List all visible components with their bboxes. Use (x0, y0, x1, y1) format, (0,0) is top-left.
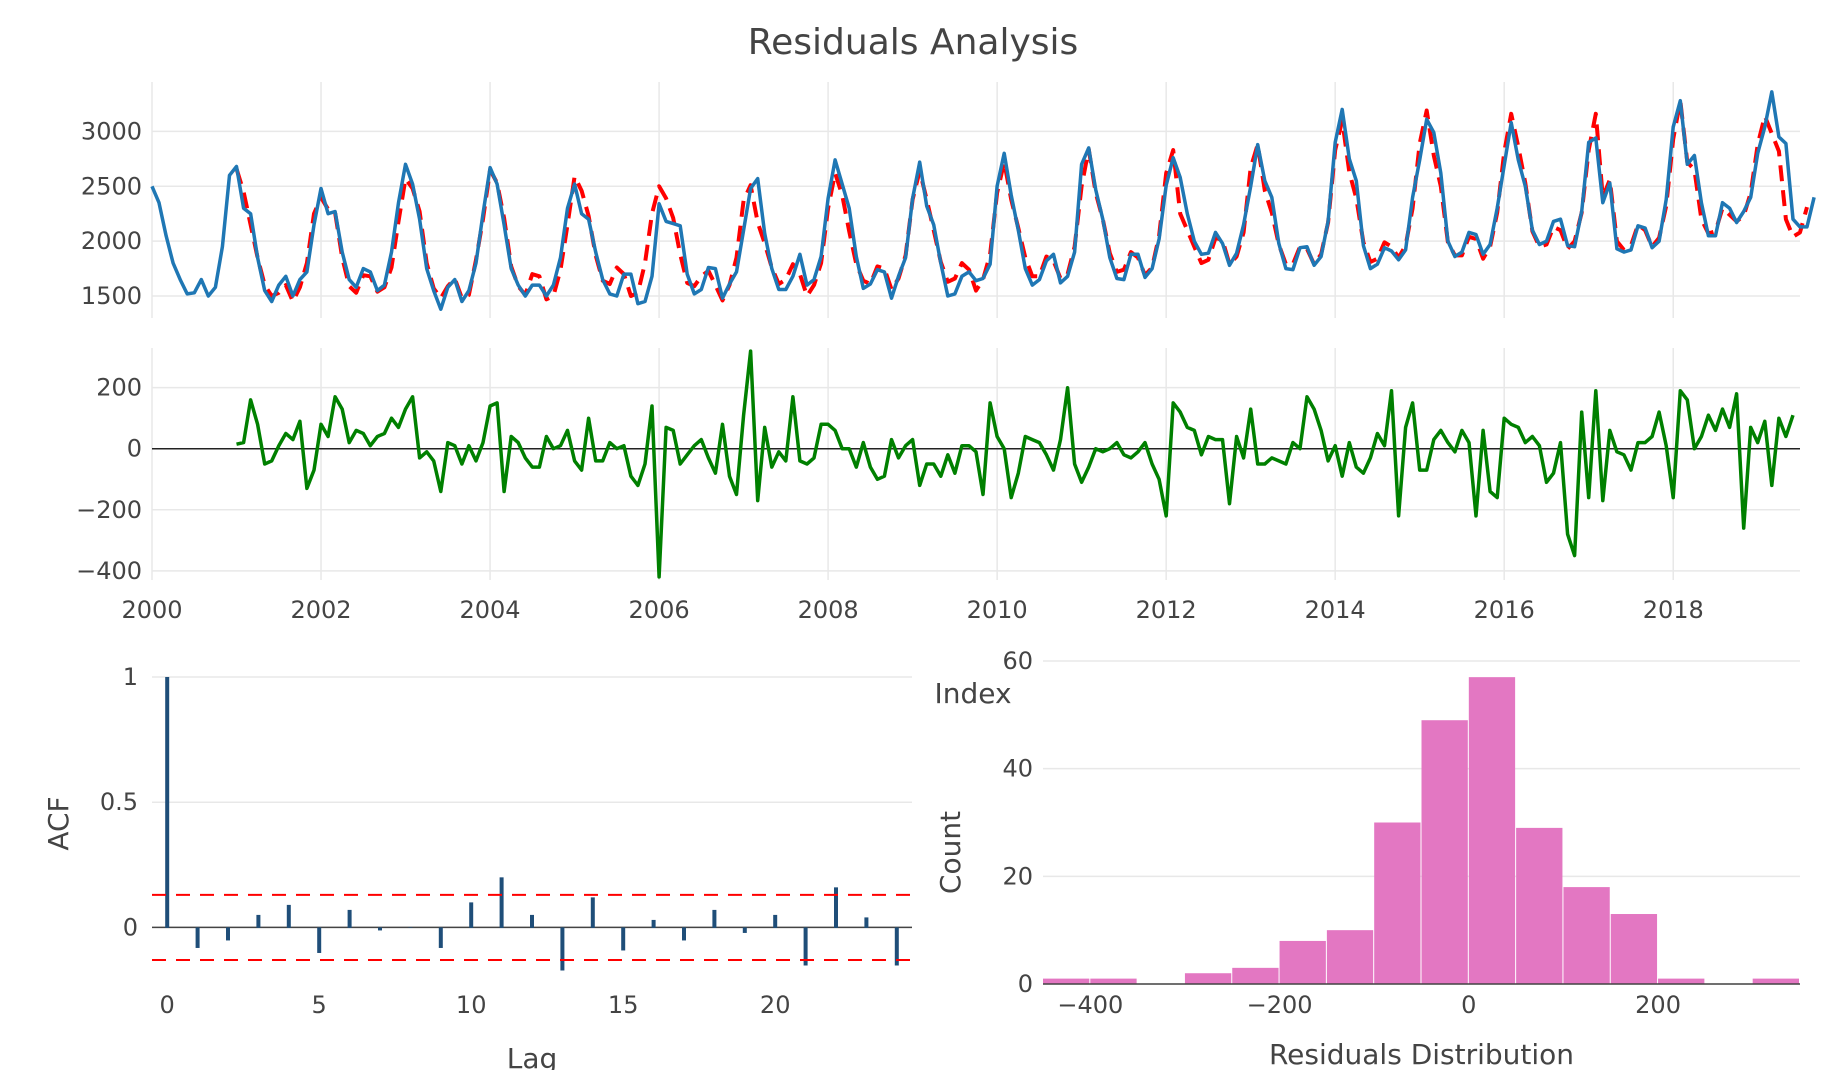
acf-bar (773, 914, 778, 928)
histogram-bar (1043, 978, 1090, 984)
acf-bar (530, 914, 534, 928)
acf-bar (408, 927, 413, 928)
x-tick-label: 15 (608, 991, 639, 1019)
y-tick-label: −400 (76, 557, 142, 585)
acf-bar (742, 927, 747, 933)
acf-bar (651, 919, 656, 928)
histogram-bar (1516, 827, 1563, 984)
x-tick-label: 2002 (290, 596, 351, 624)
acf-bar (712, 909, 717, 928)
x-tick-label: 200 (1635, 991, 1681, 1019)
histogram-bar (1752, 978, 1799, 984)
x-tick-label: 2014 (1305, 596, 1366, 624)
y-tick-label: 0 (127, 435, 142, 463)
acf-bar (226, 927, 230, 941)
x-tick-label: 2004 (460, 596, 521, 624)
histogram-bar (1184, 973, 1232, 984)
x-tick-label: 2010 (967, 596, 1028, 624)
acf-bar (256, 914, 261, 928)
acf-bar (378, 927, 382, 931)
histogram-bar (1374, 822, 1421, 984)
x-tick-label: 20 (760, 991, 791, 1019)
x-tick-label: −400 (1057, 991, 1123, 1019)
y-tick-label: −200 (76, 496, 142, 524)
x-tick-label: 0 (160, 991, 175, 1019)
acf-bar (469, 902, 474, 928)
x-axis-title: Residuals Distribution (1269, 1038, 1574, 1070)
y-axis-title: Count (934, 811, 967, 894)
x-tick-label: 2006 (629, 596, 690, 624)
x-tick-label: 2012 (1136, 596, 1197, 624)
histogram-bar (1658, 978, 1705, 984)
y-tick-label: 200 (96, 374, 142, 402)
acf-bar (317, 927, 322, 953)
x-axis-title: Lag (507, 1042, 558, 1070)
x-tick-label: 2008 (798, 596, 859, 624)
x-tick-label: 2016 (1474, 596, 1535, 624)
histogram-bar (1279, 940, 1326, 984)
acf-bar (165, 677, 170, 928)
acf-bar (894, 927, 899, 966)
acf-bar (286, 904, 291, 928)
acf-bar (803, 927, 808, 966)
residuals-series-line (236, 349, 1795, 579)
x-tick-label: 2000 (121, 596, 182, 624)
actual-series-line (150, 90, 1816, 311)
residuals-panel: 2000 2002 2004 2006 2008 2010 2012 2014 2016 2018… (76, 348, 1800, 624)
x-tick-label: 0 (1461, 991, 1476, 1019)
y-axis-title: ACF (42, 796, 75, 850)
acf-bar (560, 927, 565, 971)
histogram-bar (1563, 887, 1610, 984)
acf-bar (499, 877, 504, 928)
y-tick-label: 40 (1002, 755, 1033, 783)
x-tick-label: 2018 (1643, 596, 1704, 624)
chart-title: Residuals Analysis (748, 22, 1079, 63)
y-tick-label: 1500 (81, 282, 142, 310)
acf-bar (195, 927, 200, 948)
actual-vs-fitted-panel: 1500 2000 2500 3000 (81, 82, 1816, 318)
histogram-bar (1421, 720, 1468, 984)
y-tick-label: 1 (123, 663, 138, 691)
x-tick-label: −200 (1247, 991, 1313, 1019)
acf-bar (864, 917, 869, 928)
y-tick-label: 2500 (81, 172, 142, 200)
acf-bar (438, 927, 443, 948)
y-tick-label: 20 (1002, 862, 1033, 890)
index-label: Index (934, 677, 1011, 710)
histogram-bar (1610, 914, 1658, 984)
histogram-bar (1468, 677, 1516, 984)
histogram-bar (1090, 978, 1137, 984)
y-tick-label: 0.5 (100, 788, 138, 816)
acf-bar (621, 927, 626, 951)
x-tick-label: 5 (312, 991, 327, 1019)
histogram-bar (1326, 930, 1374, 984)
y-tick-label: 3000 (81, 117, 142, 145)
x-tick-label: 10 (456, 991, 487, 1019)
acf-bar (590, 897, 595, 928)
acf-bar (834, 887, 838, 928)
acf-bar (682, 927, 686, 941)
histogram-bar (1232, 967, 1279, 984)
histogram-panel: 0 20 40 60 −400 −200 0 200 Residuals Distributio… (934, 647, 1800, 1070)
y-tick-label: 60 (1002, 647, 1033, 675)
y-tick-label: 0 (123, 913, 138, 941)
y-tick-label: 0 (1018, 970, 1033, 998)
y-tick-label: 2000 (81, 227, 142, 255)
acf-bar (347, 909, 352, 928)
